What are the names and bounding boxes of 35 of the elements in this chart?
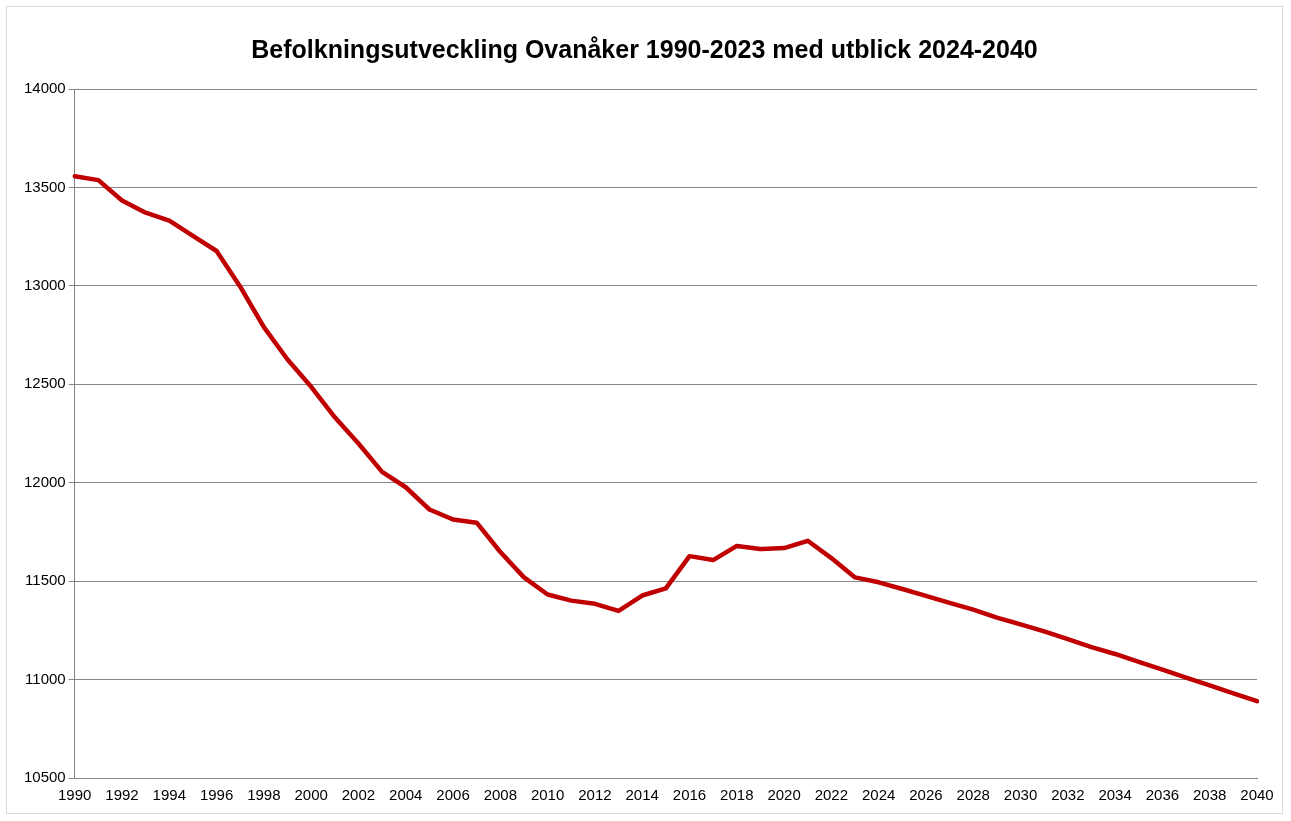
x-tick-label: 1992	[105, 786, 139, 804]
x-tick-label: 2018	[720, 786, 754, 804]
x-tick-label: 2032	[1051, 786, 1085, 804]
x-tick-label: 2016	[672, 786, 707, 804]
x-tick-label: 2040	[1240, 786, 1274, 804]
x-tick-label: 2004	[389, 786, 423, 804]
x-tick-label: 2022	[814, 786, 849, 804]
y-tick-label: 12500	[23, 374, 66, 392]
x-tick-label: 1996	[199, 786, 234, 804]
x-tick-label: 2000	[294, 786, 328, 804]
x-tick-label: 2038	[1193, 786, 1227, 804]
y-tick-label: 11500	[25, 571, 66, 589]
x-tick-label: 2036	[1145, 786, 1180, 804]
x-tick-label: 2012	[578, 786, 612, 804]
x-tick-label: 1998	[247, 786, 281, 804]
y-tick-label: 12000	[23, 472, 66, 490]
x-tick-label: 2024	[861, 786, 896, 804]
x-tick-label: 2026	[909, 786, 943, 804]
x-tick-label: 2014	[625, 786, 659, 804]
x-tick-label: 1994	[152, 786, 186, 804]
y-tick-label: 13500	[23, 177, 66, 195]
y-tick-label: 10500	[23, 768, 66, 786]
x-tick-label: 2008	[483, 786, 518, 804]
x-tick-label: 2010	[530, 786, 565, 804]
x-tick-label: 2006	[436, 786, 470, 804]
x-tick-label: 2028	[956, 786, 990, 804]
y-tick-label: 13000	[23, 276, 66, 293]
chart-title: Befolkningsutveckling Ovanåker 1990-2023 med utblick 2024-2040	[250, 35, 1039, 64]
x-tick-label: 2020	[767, 786, 801, 804]
y-tick-label: 11000	[25, 669, 66, 687]
x-tick-label: 2030	[1003, 786, 1038, 804]
x-tick-label: 1990	[58, 786, 92, 804]
y-tick-label: 14000	[23, 79, 66, 97]
x-tick-label: 2002	[341, 786, 376, 804]
x-tick-label: 2034	[1098, 786, 1132, 804]
